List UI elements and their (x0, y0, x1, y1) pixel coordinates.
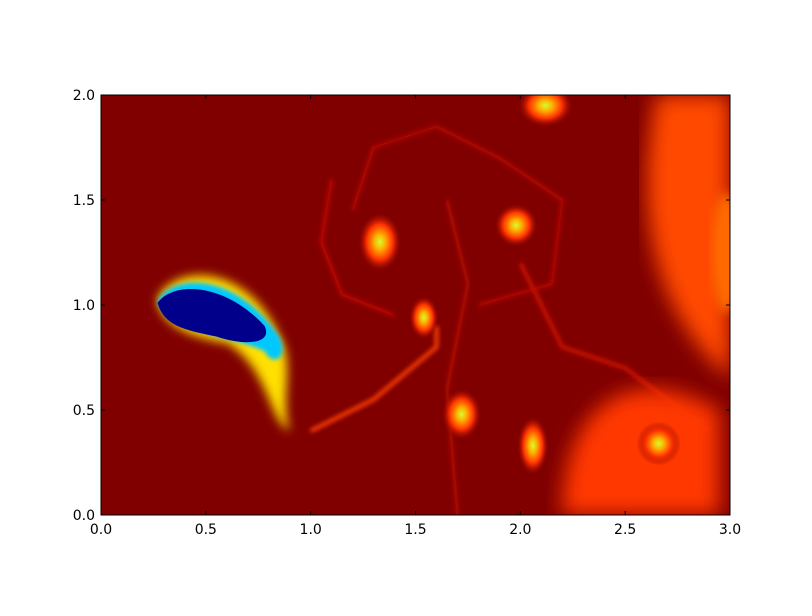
y-tick-label: 0.0 (73, 508, 95, 524)
vortex (636, 421, 681, 466)
x-tick-label: 1.5 (404, 522, 426, 538)
y-tick-label: 2.0 (73, 88, 95, 104)
plume-band (711, 192, 730, 313)
x-tick-label: 3.0 (719, 522, 741, 538)
x-tick-label: 0.0 (90, 522, 112, 538)
x-tick-label: 2.0 (509, 522, 531, 538)
vortex (516, 415, 549, 476)
x-tick-label: 0.5 (195, 522, 217, 538)
x-tick-label: 1.0 (300, 522, 322, 538)
plume-band (647, 95, 730, 379)
filament (309, 326, 439, 433)
y-tick-label: 1.0 (73, 298, 95, 314)
x-axis: 0.0 0.5 1.0 1.5 2.0 2.5 3.0 (90, 95, 741, 538)
cylinder-body (157, 288, 267, 343)
y-tick-label: 1.5 (73, 193, 95, 209)
filament (319, 178, 396, 317)
vortex (517, 95, 574, 128)
y-tick-label: 0.5 (73, 403, 95, 419)
vortex (357, 212, 402, 272)
vortex (408, 295, 439, 340)
x-tick-label: 2.5 (614, 522, 636, 538)
filament (351, 125, 564, 307)
filament (444, 199, 470, 515)
vortex (494, 203, 539, 248)
y-axis: 0.0 0.5 1.0 1.5 2.0 (73, 88, 730, 524)
heatmap-field (101, 95, 730, 515)
vortex (441, 388, 482, 441)
